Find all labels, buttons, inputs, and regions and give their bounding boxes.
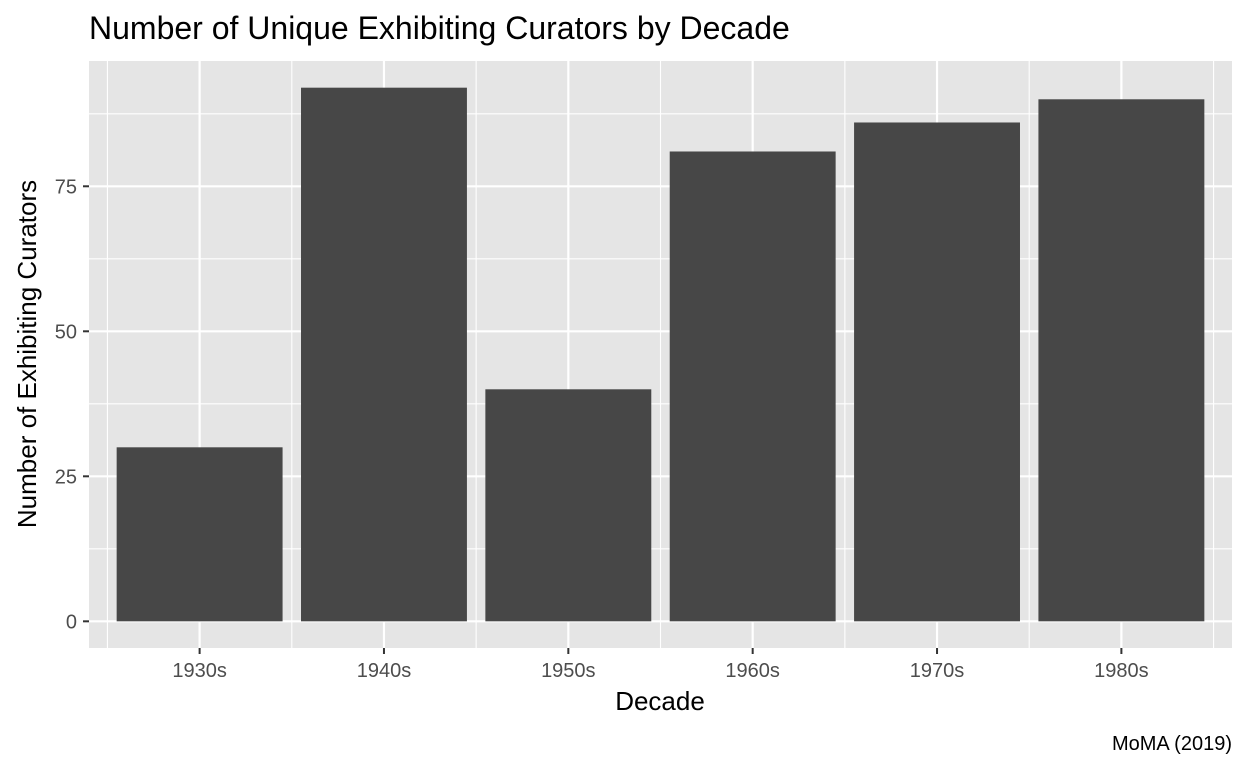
bar-1950s (485, 389, 652, 622)
x-tick-label: 1950s (541, 660, 596, 682)
bar-1970s (854, 122, 1020, 622)
x-tick-label: 1940s (357, 660, 412, 682)
bar-1980s (1038, 99, 1205, 622)
x-tick-label: 1960s (725, 660, 780, 682)
y-tick-label: 75 (55, 176, 77, 198)
x-axis: 1930s 1940s 1950s 1960s 1970s 1980s (172, 648, 1149, 682)
bars (116, 87, 1205, 622)
bar-1940s (301, 87, 467, 622)
x-tick-label: 1930s (172, 660, 227, 682)
y-tick-label: 50 (55, 321, 77, 343)
chart-caption: MoMA (2019) (1112, 733, 1232, 755)
y-axis-title: Number of Exhibiting Curators (12, 180, 42, 528)
x-tick-label: 1970s (910, 660, 965, 682)
x-axis-title: Decade (615, 686, 705, 716)
x-tick-label: 1980s (1094, 660, 1149, 682)
y-tick-label: 25 (55, 466, 77, 488)
y-tick-label: 0 (66, 611, 77, 633)
chart-title: Number of Unique Exhibiting Curators by … (89, 10, 790, 46)
bar-1930s (116, 447, 283, 622)
y-axis: 0 25 50 75 (55, 176, 89, 633)
bar-1960s (669, 151, 836, 622)
